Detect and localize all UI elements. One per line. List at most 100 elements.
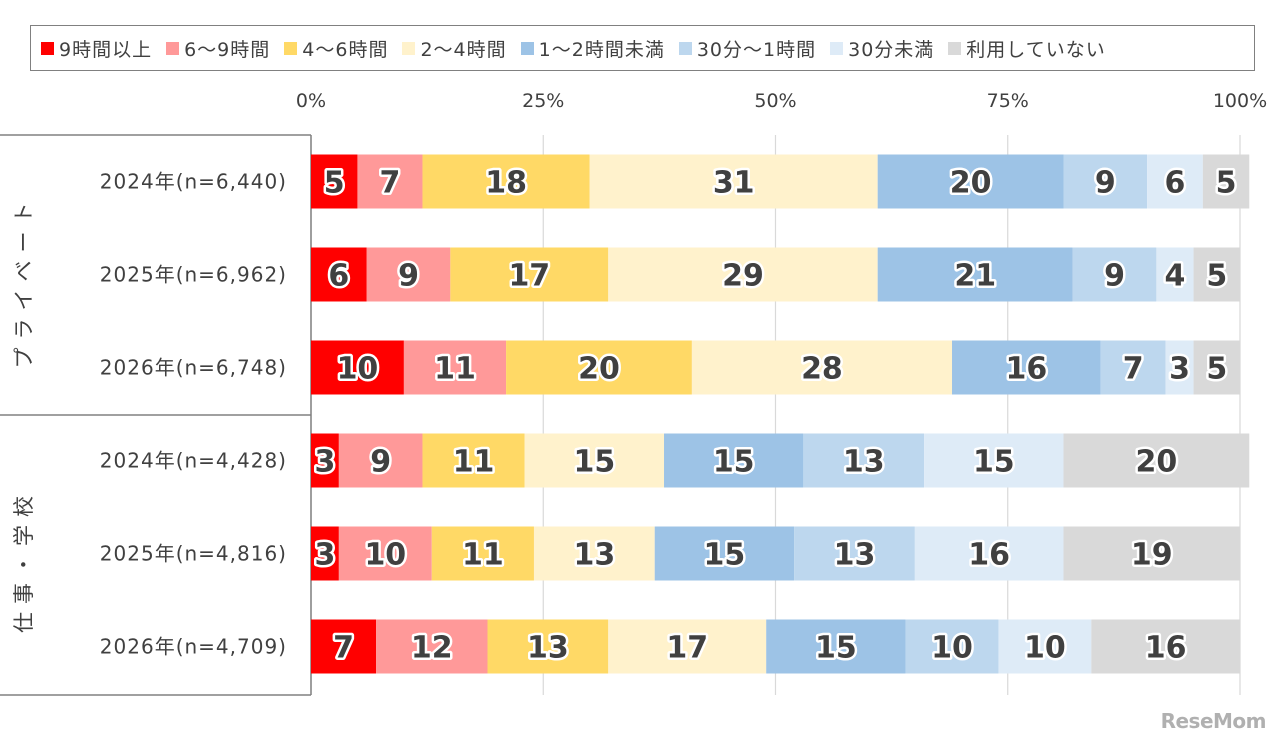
bar-segment (1100, 340, 1166, 395)
data-label-halo: 16 (968, 538, 1010, 573)
data-label: 11 (462, 538, 504, 573)
bar-segment (924, 433, 1064, 488)
bar-segment (691, 340, 953, 395)
legend-item: 4〜6時間 (284, 35, 388, 62)
data-label-halo: 29 (722, 259, 764, 294)
legend-label: 9時間以上 (59, 38, 153, 61)
data-label-halo: 9 (370, 445, 391, 480)
bar-segment (403, 340, 507, 395)
data-label-halo: 5 (1206, 259, 1227, 294)
legend-label: 4〜6時間 (302, 38, 389, 61)
data-label-halo: 9 (1095, 166, 1116, 201)
bar-segment (533, 526, 655, 581)
bar-segment (431, 526, 534, 581)
bar-segment (608, 619, 767, 674)
legend-item: 9時間以上 (41, 35, 152, 62)
data-label-halo: 11 (462, 538, 504, 573)
group-label: 仕事・学校 (12, 488, 36, 633)
data-label: 31 (713, 166, 755, 201)
bar-segment (589, 154, 878, 209)
data-label: 3 (1169, 352, 1190, 387)
data-label: 17 (508, 259, 550, 294)
row-label: 2025年(n=4,816) (100, 542, 287, 566)
bar-segment (506, 340, 692, 395)
legend-swatch (830, 41, 844, 55)
bar-segment (1156, 247, 1194, 302)
bar-segment (1063, 433, 1250, 488)
data-label: 7 (1123, 352, 1144, 387)
legend-label: 2〜4時間 (420, 38, 507, 61)
bar-segment (794, 526, 915, 581)
bar-segment (608, 247, 878, 302)
legend-item: 30分未満 (830, 35, 934, 62)
data-label: 5 (324, 166, 345, 201)
data-label-halo: 16 (1005, 352, 1047, 387)
legend-item: 1〜2時間未満 (520, 35, 665, 62)
data-label: 20 (950, 166, 992, 201)
row-label: 2024年(n=6,440) (100, 170, 287, 194)
data-label-halo: 20 (950, 166, 992, 201)
data-label: 10 (337, 352, 379, 387)
data-label-halo: 7 (380, 166, 401, 201)
legend-item: 6〜9時間 (166, 35, 270, 62)
legend-swatch (948, 41, 962, 55)
data-label: 17 (666, 631, 708, 666)
bar-segment (905, 619, 999, 674)
row-label: 2025年(n=6,962) (100, 263, 287, 287)
data-label-halo: 17 (666, 631, 708, 666)
row-label: 2026年(n=6,748) (100, 356, 287, 380)
data-label: 7 (333, 631, 354, 666)
data-label-halo: 3 (1169, 352, 1190, 387)
data-label: 9 (370, 445, 391, 480)
x-tick-label: 75% (987, 90, 1029, 112)
bar-segment (1072, 247, 1157, 302)
data-label: 20 (1136, 445, 1178, 480)
data-label-halo: 10 (337, 352, 379, 387)
data-label-halo: 10 (364, 538, 406, 573)
data-label: 29 (722, 259, 764, 294)
bar-segment (338, 433, 423, 488)
data-label-halo: 9 (398, 259, 419, 294)
x-tick-label: 25% (522, 90, 564, 112)
legend-label: 30分未満 (848, 38, 935, 61)
bar-segment (1165, 340, 1194, 395)
data-label: 15 (704, 538, 746, 573)
data-label: 13 (843, 445, 885, 480)
data-label: 5 (1206, 352, 1227, 387)
bar-segment (450, 247, 609, 302)
data-label: 28 (801, 352, 843, 387)
data-label: 7 (380, 166, 401, 201)
bar-segment (664, 433, 804, 488)
legend-label: 6〜9時間 (184, 38, 271, 61)
data-label: 3 (314, 445, 335, 480)
data-label-halo: 28 (801, 352, 843, 387)
bar-segment (803, 433, 925, 488)
bar-segment (487, 619, 609, 674)
data-label: 16 (1145, 631, 1187, 666)
bar-segment (914, 526, 1064, 581)
data-label-halo: 10 (931, 631, 973, 666)
data-label-halo: 11 (453, 445, 495, 480)
data-label-halo: 20 (1136, 445, 1178, 480)
bar-segment (877, 247, 1073, 302)
bar-segment (1147, 154, 1203, 209)
bar-segment (766, 619, 906, 674)
data-label: 5 (1216, 166, 1237, 201)
data-label: 20 (578, 352, 620, 387)
bar-segment (311, 247, 367, 302)
bar-segment (357, 154, 423, 209)
bar-segment (422, 433, 525, 488)
legend-item: 2〜4時間 (402, 35, 506, 62)
chart-legend: 9時間以上 6〜9時間 4〜6時間 2〜4時間 1〜2時間未満 30分〜1時間 30分未満 利… (30, 25, 1255, 71)
legend-label: 利用していない (966, 38, 1106, 61)
legend-swatch (678, 41, 692, 55)
data-label-halo: 12 (411, 631, 453, 666)
data-label: 10 (931, 631, 973, 666)
data-label-halo: 31 (713, 166, 755, 201)
data-label-halo: 6 (328, 259, 349, 294)
bar-segment (376, 619, 488, 674)
data-label: 10 (364, 538, 406, 573)
data-label-halo: 10 (1024, 631, 1066, 666)
data-label-halo: 13 (843, 445, 885, 480)
bar-segment (366, 247, 451, 302)
